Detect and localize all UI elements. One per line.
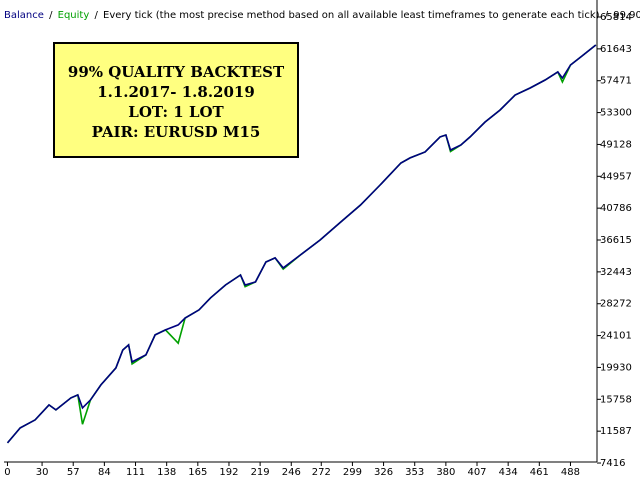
y-tick-label: 44957 [600, 171, 632, 182]
separator: / [94, 10, 98, 21]
x-tick-label: 272 [312, 467, 331, 478]
y-tick-label: 49128 [600, 139, 632, 150]
separator: / [49, 10, 53, 21]
x-tick-label: 57 [67, 467, 80, 478]
x-tick-label: 192 [219, 467, 238, 478]
y-tick-label: 32443 [600, 267, 632, 278]
chart-header: Balance / Equity / Every tick (the most … [4, 10, 640, 21]
x-tick-label: 353 [405, 467, 424, 478]
y-tick-label: 7416 [600, 458, 625, 469]
x-tick-label: 30 [36, 467, 49, 478]
y-tick-label: 61643 [600, 44, 632, 55]
x-tick-label: 407 [467, 467, 486, 478]
y-tick-label: 65814 [600, 12, 632, 23]
y-tick-label: 53300 [600, 108, 632, 119]
annotation-line: 99% QUALITY BACKTEST [68, 63, 285, 81]
x-tick-label: 219 [251, 467, 270, 478]
x-tick-label: 165 [188, 467, 207, 478]
separator: / [605, 10, 609, 21]
x-tick-label: 299 [343, 467, 362, 478]
legend-entry: Equity [58, 10, 90, 21]
x-tick-label: 0 [4, 467, 10, 478]
y-tick-label: 28272 [600, 299, 632, 310]
y-tick-label: 11587 [600, 426, 632, 437]
series-line [6, 44, 597, 444]
y-tick-label: 40786 [600, 203, 632, 214]
x-tick-label: 84 [98, 467, 111, 478]
x-tick-label: 488 [561, 467, 580, 478]
x-tick-label: 461 [530, 467, 549, 478]
x-tick-label: 434 [499, 467, 518, 478]
x-tick-label: 138 [157, 467, 176, 478]
y-tick-label: 36615 [600, 235, 632, 246]
x-tick-label: 246 [282, 467, 301, 478]
annotation-box [53, 42, 299, 158]
quality: 99.90% [613, 10, 640, 21]
x-tick-label: 326 [374, 467, 393, 478]
y-tick-label: 57471 [600, 76, 632, 87]
x-tick-label: 380 [436, 467, 455, 478]
y-tick-label: 19930 [600, 362, 632, 373]
annotation-line: 1.1.2017- 1.8.2019 [97, 83, 255, 101]
y-tick-label: 24101 [600, 331, 632, 342]
x-tick-label: 111 [126, 467, 145, 478]
annotation-line: LOT: 1 LOT [128, 103, 224, 121]
legend-entry: Balance [4, 10, 44, 21]
annotation-line: PAIR: EURUSD M15 [92, 123, 261, 141]
y-tick-label: 15758 [600, 394, 632, 405]
header-note: Every tick (the most precise method base… [103, 10, 600, 21]
